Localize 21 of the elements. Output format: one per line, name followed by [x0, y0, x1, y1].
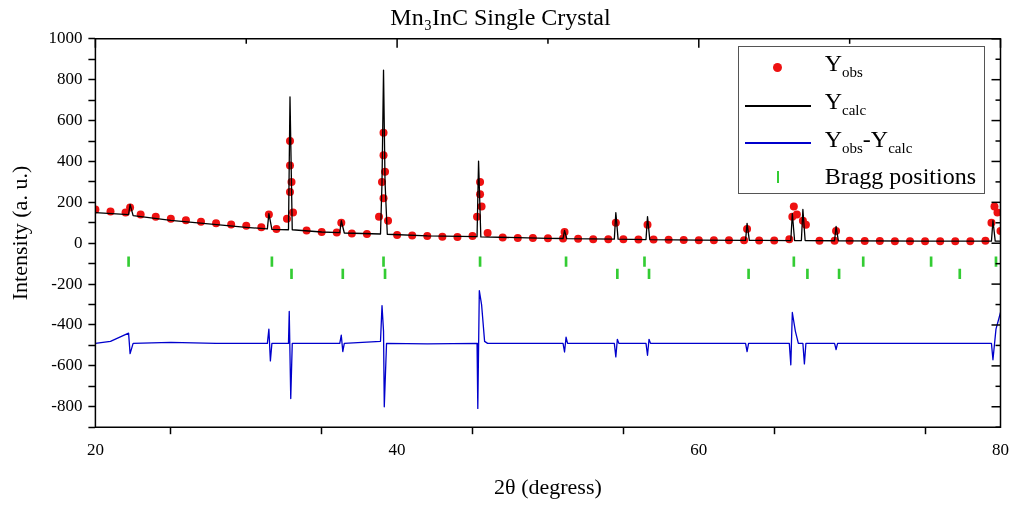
y-tick-label: 200	[56, 191, 83, 211]
legend-label: Bragg positions	[824, 162, 976, 192]
y-tick-label: 0	[73, 232, 83, 252]
x-tick-label: 60	[690, 439, 708, 459]
y-tick-label: -200	[51, 273, 83, 293]
x-tick-label: 80	[992, 439, 1009, 459]
y-tick-label: 400	[56, 150, 83, 170]
y-tick-label: 1000	[48, 28, 83, 48]
chart-title: Mn₃InC Single Crystal	[390, 3, 612, 30]
y-axis-title: Intensity (a. u.)	[6, 165, 32, 301]
legend-label: Y$_{obs}$	[824, 49, 863, 82]
x-axis-title: 2θ (degress)	[494, 473, 602, 499]
y-tick-label: 800	[56, 69, 83, 89]
y-tick-label: -600	[51, 355, 83, 375]
x-tick-label: 40	[388, 439, 406, 459]
y-tick-label: -400	[51, 314, 83, 334]
y-tick-label: -800	[51, 396, 83, 416]
y-tick-label: 600	[56, 110, 83, 130]
legend-label: Y$_{obs}$-Y$_{calc}$	[824, 124, 913, 158]
x-tick-label: 20	[86, 439, 104, 459]
legend-label: Y$_{calc}$	[824, 86, 867, 120]
